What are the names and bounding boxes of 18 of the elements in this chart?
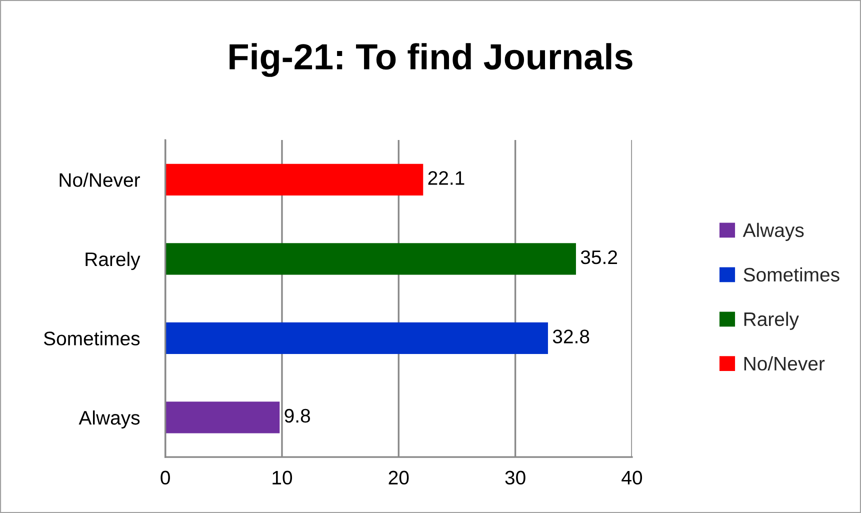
legend-label: No/Never [744,356,825,371]
x-tick-label: 10 [272,470,292,485]
data-label: 22.1 [428,171,464,185]
legend-label: Always [742,222,804,241]
y-tick-label: No/Never [60,172,140,187]
data-label: 9.8 [284,408,310,423]
y-tick-label: Always [78,410,140,429]
legend-label: Rarely [744,312,799,330]
y-tick-label: Sometimes [44,331,140,346]
x-tick-label: 20 [388,470,409,485]
chart-title: Fig-21: To find Journals [230,43,632,77]
data-label: 35.2 [580,250,618,264]
x-tick-label: 40 [622,470,642,485]
x-tick-label: 30 [505,470,526,485]
x-tick-label: 0 [160,470,170,485]
y-tick-label: Rarely [86,252,140,270]
legend-label: Sometimes [744,267,840,282]
data-label: 32.8 [552,330,590,344]
